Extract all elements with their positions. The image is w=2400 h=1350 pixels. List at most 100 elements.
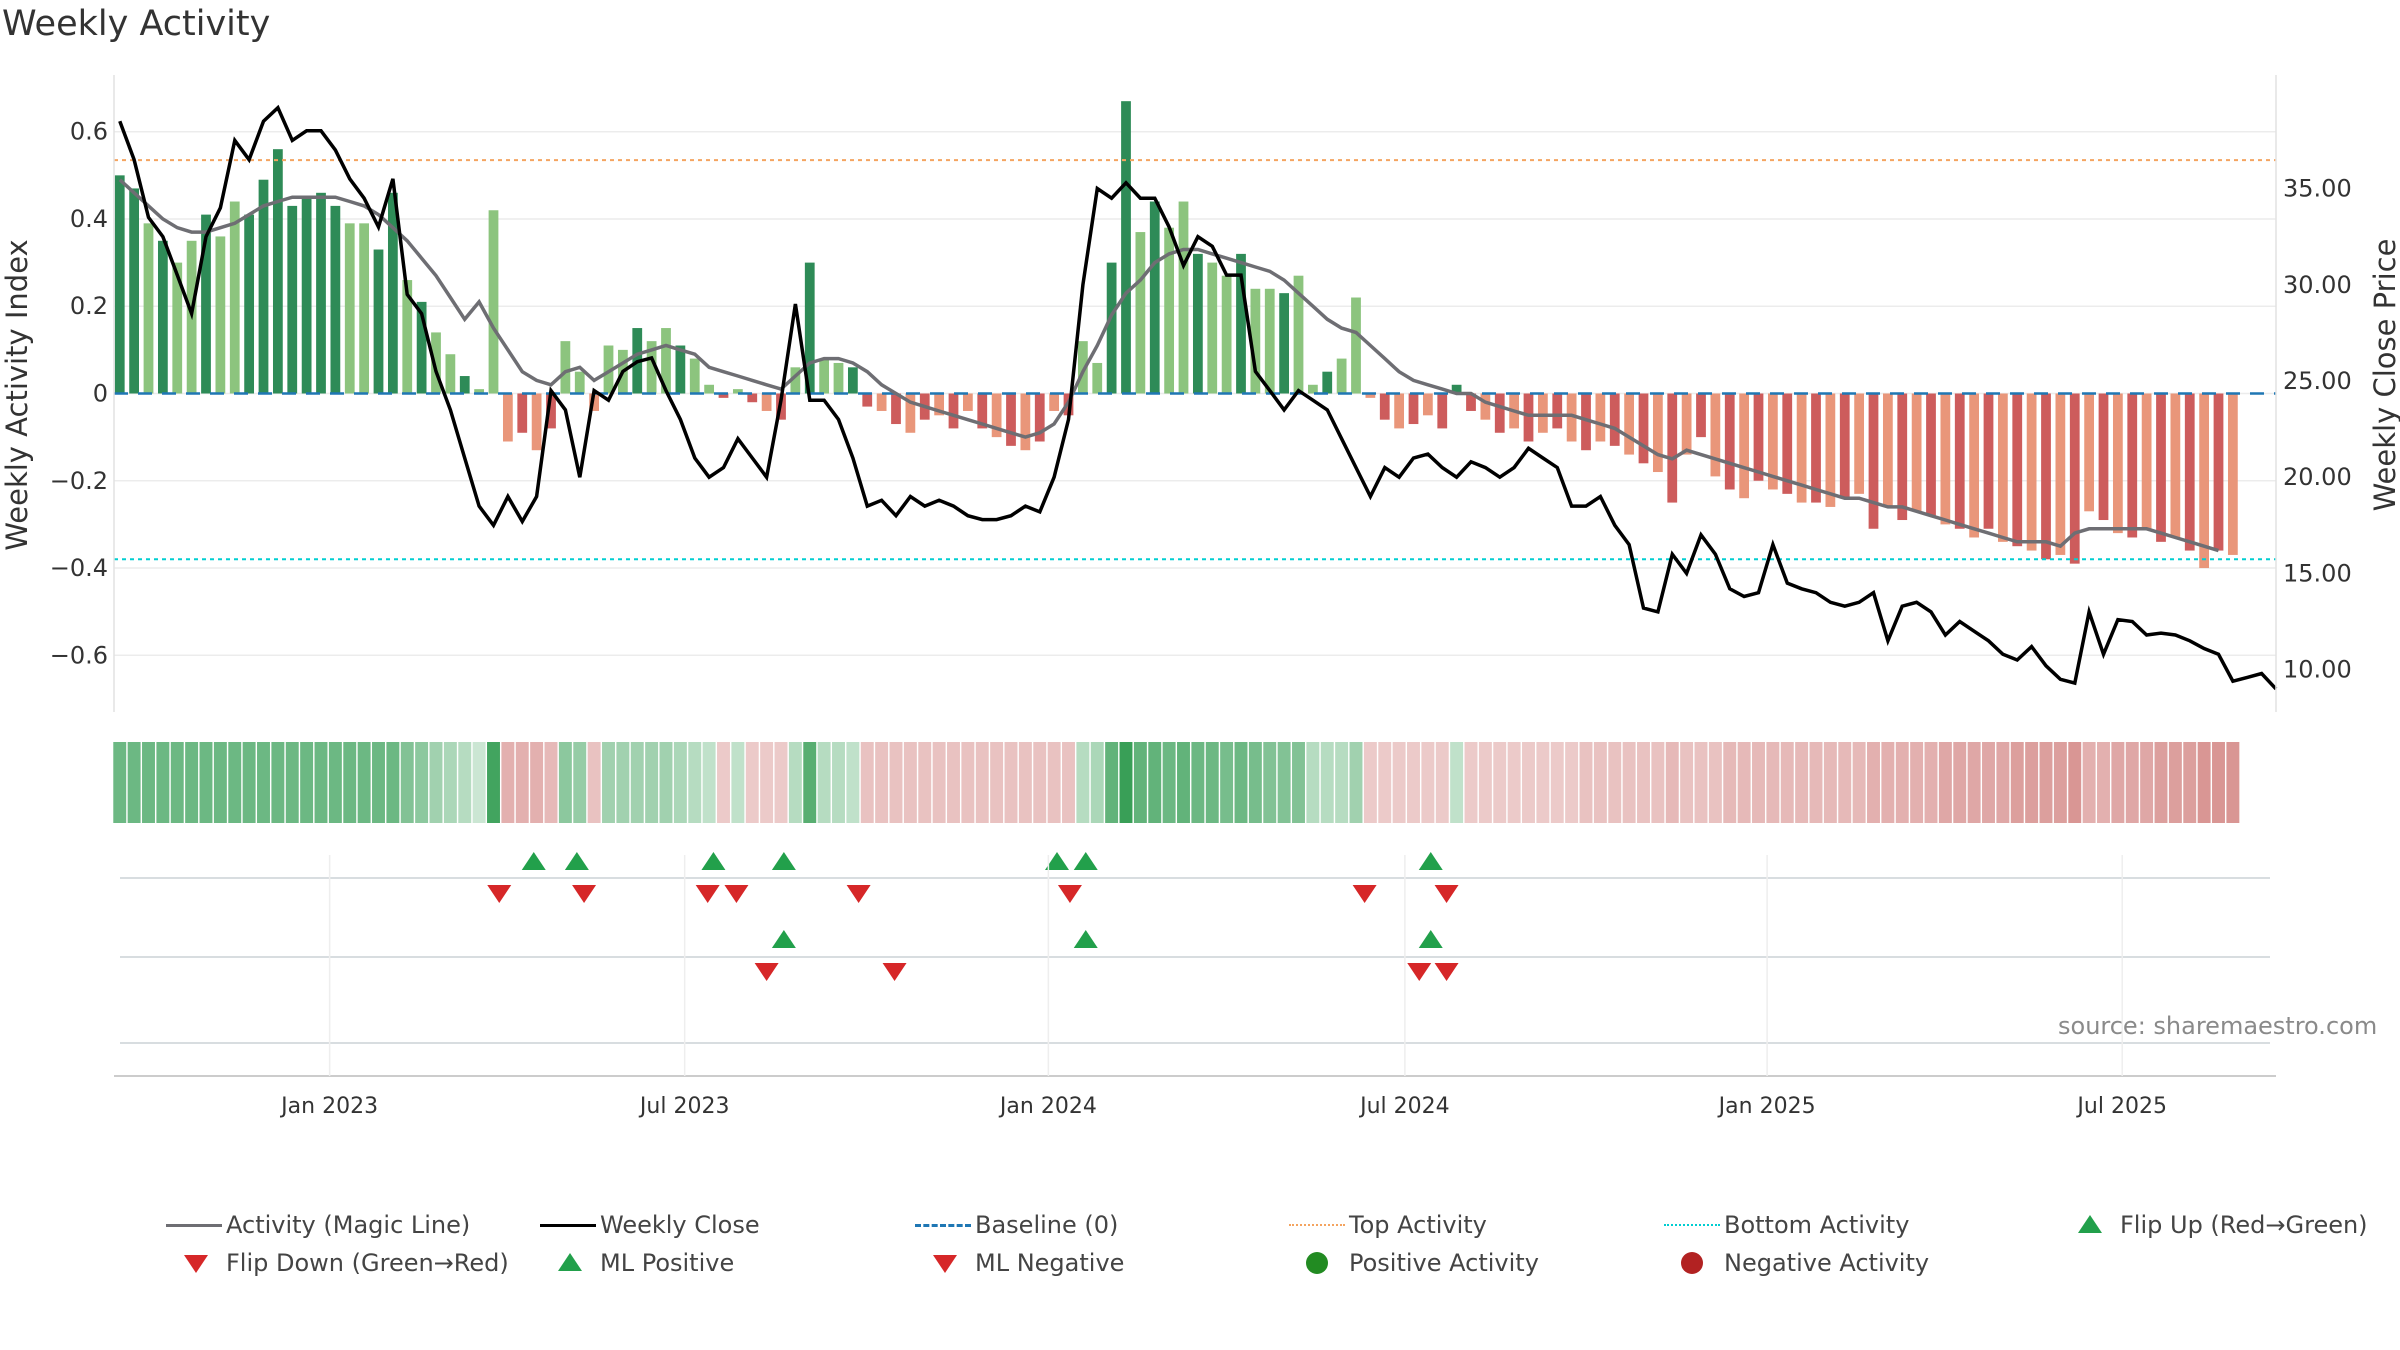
strip-cell — [1018, 742, 1032, 823]
strip-cell — [975, 742, 989, 823]
strip-cell — [458, 742, 472, 823]
activity-bar — [1236, 253, 1246, 394]
strip-cell — [300, 742, 314, 823]
strip-cell — [2154, 742, 2168, 823]
y2-tick-label: 20.00 — [2283, 463, 2352, 491]
strip-cell — [372, 742, 385, 823]
legend-label: ML Positive — [600, 1249, 735, 1277]
activity-bar — [1307, 384, 1318, 394]
activity-bar — [1997, 393, 2008, 542]
activity-bar — [143, 223, 154, 394]
activity-bar — [603, 345, 614, 394]
strip-cell — [1522, 742, 1535, 823]
activity-bar — [1969, 393, 1980, 538]
activity-bar — [1192, 253, 1203, 394]
strip-cell — [156, 742, 170, 823]
activity-bar — [2184, 393, 2195, 551]
strip-cell — [1953, 742, 1967, 823]
activity-bar — [445, 354, 456, 394]
strip-cell — [2082, 742, 2096, 823]
strip-cell — [1220, 742, 1234, 823]
activity-bar — [790, 367, 801, 394]
strip-cell — [2039, 742, 2053, 823]
activity-bar — [287, 205, 298, 394]
strip-cell — [889, 742, 903, 823]
legend-item: Positive Activity — [1285, 1245, 1539, 1281]
strip-cell — [1478, 742, 1492, 823]
strip-cell — [213, 742, 227, 823]
activity-bar — [876, 393, 887, 411]
legend-label: Positive Activity — [1349, 1249, 1539, 1277]
legend-item: Weekly Close — [536, 1207, 760, 1243]
strip-cell — [2053, 742, 2067, 823]
strip-cell — [860, 742, 874, 823]
activity-bar — [1911, 393, 1922, 512]
flip-down-marker — [572, 885, 597, 903]
activity-bar — [1494, 393, 1505, 433]
flip-up-marker — [564, 852, 589, 870]
y2-tick-label: 25.00 — [2283, 367, 2352, 395]
activity-bar — [502, 393, 513, 442]
triangle-up-icon — [558, 1253, 582, 1271]
legend-line-swatch — [1285, 1207, 1349, 1243]
strip-cell — [2010, 742, 2024, 823]
strip-cell — [1766, 742, 1780, 823]
activity-bars — [114, 101, 2238, 569]
legend-label: Flip Up (Red→Green) — [2120, 1211, 2368, 1239]
strip-cell — [1895, 742, 1909, 823]
activity-bar — [891, 393, 901, 425]
strip-cell — [673, 742, 687, 823]
flip-down-marker — [1057, 885, 1082, 903]
activity-bar — [459, 376, 470, 394]
strip-cell — [2025, 742, 2039, 823]
strip-cell — [1435, 742, 1449, 823]
activity-bar — [1839, 393, 1850, 499]
activity-bar — [2112, 393, 2123, 534]
legend-item: Activity (Magic Line) — [162, 1207, 470, 1243]
activity-bar — [1667, 393, 1678, 503]
strip-cell — [1450, 742, 1464, 823]
activity-bar — [129, 188, 140, 394]
strip-cell — [1982, 742, 1995, 823]
strip-cell — [328, 742, 342, 823]
strip-cell — [1507, 742, 1521, 823]
strip-cell — [918, 742, 932, 823]
strip-cell — [1809, 742, 1823, 823]
strip-cell — [185, 742, 199, 823]
activity-bar — [1006, 393, 1016, 446]
weekly-close-line — [118, 104, 2278, 691]
activity-bar — [114, 175, 125, 394]
strip-cell — [1421, 742, 1435, 823]
activity-bar — [905, 393, 916, 433]
legend-line-swatch — [162, 1207, 226, 1243]
activity-bar — [387, 192, 398, 394]
strip-cell — [846, 742, 860, 823]
strip-cell — [1752, 742, 1765, 823]
activity-bar — [344, 223, 355, 394]
legend-label: Top Activity — [1349, 1211, 1487, 1239]
strip-cell — [1967, 742, 1981, 823]
activity-bar — [1379, 393, 1390, 420]
strip-cell — [717, 742, 730, 823]
strip-cell — [2197, 742, 2211, 823]
activity-bar — [359, 223, 370, 394]
activity-bar — [1250, 288, 1261, 394]
strip-cell — [1392, 742, 1406, 823]
activity-bar — [1422, 393, 1433, 416]
strip-cell — [788, 742, 802, 823]
strip-cell — [1090, 742, 1104, 823]
series-lines — [118, 104, 2278, 691]
x-tick-label: Jan 2025 — [1717, 1094, 1816, 1119]
strip-cell — [1292, 742, 1305, 823]
strip-cell — [1263, 742, 1277, 823]
y-tick-label: 0 — [93, 380, 108, 408]
activity-bar — [1279, 293, 1290, 394]
legend-label: ML Negative — [975, 1249, 1125, 1277]
strip-cell — [443, 742, 457, 823]
strip-cell — [1004, 742, 1018, 823]
strip-cell — [199, 742, 213, 823]
strip-cell — [1205, 742, 1219, 823]
activity-bar — [272, 149, 283, 394]
activity-bar — [1595, 393, 1606, 442]
source-credit: source: sharemaestro.com — [2058, 1012, 2378, 1040]
